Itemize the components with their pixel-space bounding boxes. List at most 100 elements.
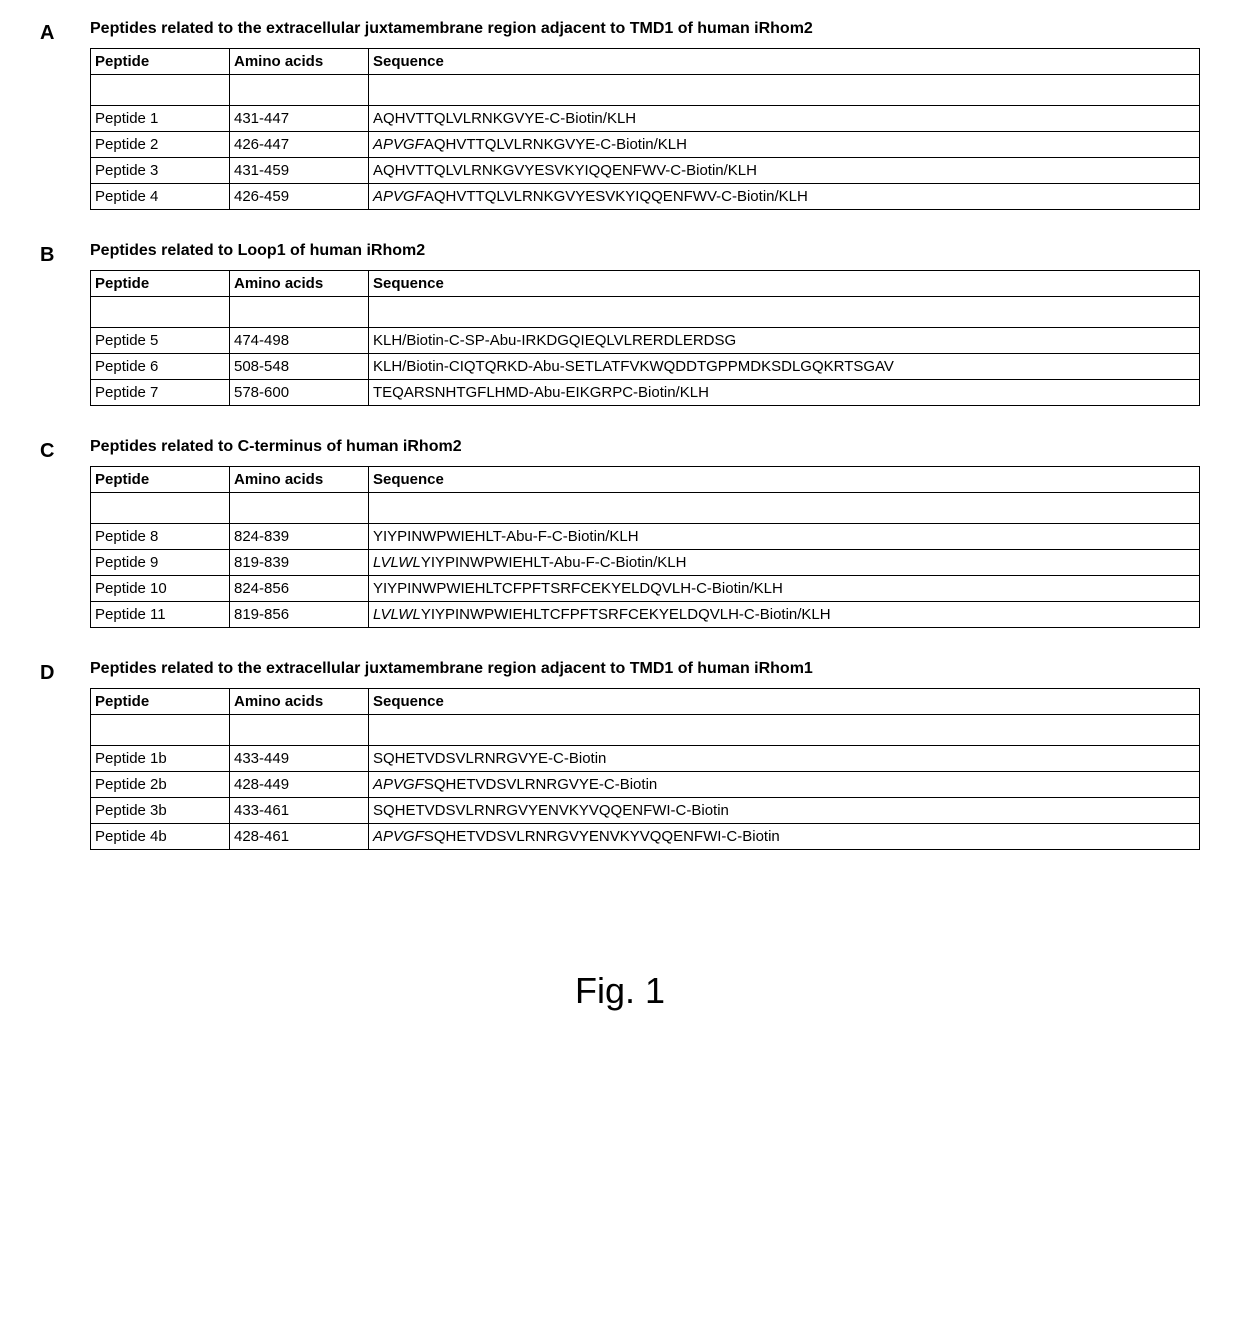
panel-label-A: A [40,20,90,45]
cell-peptide: Peptide 4 [91,184,230,210]
table-D: Peptide Amino acids Sequence Peptide 1b … [90,688,1200,850]
cell-peptide: Peptide 3b [91,798,230,824]
cell-sequence: KLH/Biotin-CIQTQRKD-Abu-SETLATFVKWQDDTGP… [369,354,1200,380]
cell-sequence: KLH/Biotin-C-SP-Abu-IRKDGQIEQLVLRERDLERD… [369,328,1200,354]
cell-amino: 824-856 [230,576,369,602]
cell-sequence: SQHETVDSVLRNRGVYENVKYVQQENFWI-C-Biotin [369,798,1200,824]
table-row: Peptide 8 824-839 YIYPINWPWIEHLT-Abu-F-C… [91,524,1200,550]
panel-body-B: Peptides related to Loop1 of human iRhom… [90,242,1200,406]
spacer-row [91,493,1200,524]
cell-peptide: Peptide 5 [91,328,230,354]
col-peptide-header: Peptide [91,271,230,297]
panel-A: A Peptides related to the extracellular … [40,20,1200,210]
cell-amino: 431-447 [230,106,369,132]
table-header-row: Peptide Amino acids Sequence [91,689,1200,715]
table-row: Peptide 2b 428-449 APVGFSQHETVDSVLRNRGVY… [91,772,1200,798]
cell-peptide: Peptide 7 [91,380,230,406]
cell-peptide: Peptide 6 [91,354,230,380]
cell-peptide: Peptide 1b [91,746,230,772]
col-sequence-header: Sequence [369,689,1200,715]
table-row: Peptide 6 508-548 KLH/Biotin-CIQTQRKD-Ab… [91,354,1200,380]
cell-peptide: Peptide 3 [91,158,230,184]
col-sequence-header: Sequence [369,49,1200,75]
cell-peptide: Peptide 10 [91,576,230,602]
spacer-row [91,75,1200,106]
table-row: Peptide 4b 428-461 APVGFSQHETVDSVLRNRGVY… [91,824,1200,850]
cell-peptide: Peptide 2b [91,772,230,798]
table-row: Peptide 4 426-459 APVGFAQHVTTQLVLRNKGVYE… [91,184,1200,210]
cell-sequence: AQHVTTQLVLRNKGVYESVKYIQQENFWV-C-Biotin/K… [369,158,1200,184]
col-sequence-header: Sequence [369,271,1200,297]
cell-peptide: Peptide 2 [91,132,230,158]
panel-title-A: Peptides related to the extracellular ju… [90,20,1200,38]
table-header-row: Peptide Amino acids Sequence [91,467,1200,493]
col-sequence-header: Sequence [369,467,1200,493]
cell-amino: 433-461 [230,798,369,824]
cell-amino: 433-449 [230,746,369,772]
cell-peptide: Peptide 8 [91,524,230,550]
table-row: Peptide 5 474-498 KLH/Biotin-C-SP-Abu-IR… [91,328,1200,354]
cell-amino: 824-839 [230,524,369,550]
col-amino-header: Amino acids [230,467,369,493]
spacer-row [91,297,1200,328]
cell-amino: 474-498 [230,328,369,354]
cell-amino: 428-461 [230,824,369,850]
cell-sequence: TEQARSNHTGFLHMD-Abu-EIKGRPC-Biotin/KLH [369,380,1200,406]
cell-peptide: Peptide 11 [91,602,230,628]
panel-title-D: Peptides related to the extracellular ju… [90,660,1200,678]
cell-peptide: Peptide 1 [91,106,230,132]
panel-D: D Peptides related to the extracellular … [40,660,1200,850]
panel-title-C: Peptides related to C-terminus of human … [90,438,1200,456]
col-amino-header: Amino acids [230,689,369,715]
cell-amino: 431-459 [230,158,369,184]
col-peptide-header: Peptide [91,49,230,75]
cell-sequence: LVLWLYIYPINWPWIEHLTCFPFTSRFCEKYELDQVLH-C… [369,602,1200,628]
panel-label-C: C [40,438,90,463]
table-row: Peptide 1 431-447 AQHVTTQLVLRNKGVYE-C-Bi… [91,106,1200,132]
cell-amino: 428-449 [230,772,369,798]
cell-sequence: APVGFAQHVTTQLVLRNKGVYE-C-Biotin/KLH [369,132,1200,158]
table-header-row: Peptide Amino acids Sequence [91,49,1200,75]
figure-caption: Fig. 1 [40,970,1200,1012]
panel-label-D: D [40,660,90,685]
panel-body-A: Peptides related to the extracellular ju… [90,20,1200,210]
table-header-row: Peptide Amino acids Sequence [91,271,1200,297]
cell-amino: 819-856 [230,602,369,628]
spacer-row [91,715,1200,746]
cell-amino: 819-839 [230,550,369,576]
cell-peptide: Peptide 9 [91,550,230,576]
cell-sequence: APVGFSQHETVDSVLRNRGVYE-C-Biotin [369,772,1200,798]
col-peptide-header: Peptide [91,689,230,715]
panel-B: B Peptides related to Loop1 of human iRh… [40,242,1200,406]
table-row: Peptide 1b 433-449 SQHETVDSVLRNRGVYE-C-B… [91,746,1200,772]
cell-amino: 426-447 [230,132,369,158]
col-peptide-header: Peptide [91,467,230,493]
cell-peptide: Peptide 4b [91,824,230,850]
cell-sequence: LVLWLYIYPINWPWIEHLT-Abu-F-C-Biotin/KLH [369,550,1200,576]
table-row: Peptide 3 431-459 AQHVTTQLVLRNKGVYESVKYI… [91,158,1200,184]
cell-amino: 578-600 [230,380,369,406]
panel-C: C Peptides related to C-terminus of huma… [40,438,1200,628]
panel-body-C: Peptides related to C-terminus of human … [90,438,1200,628]
panel-label-B: B [40,242,90,267]
col-amino-header: Amino acids [230,49,369,75]
table-row: Peptide 3b 433-461 SQHETVDSVLRNRGVYENVKY… [91,798,1200,824]
table-row: Peptide 11 819-856 LVLWLYIYPINWPWIEHLTCF… [91,602,1200,628]
cell-sequence: AQHVTTQLVLRNKGVYE-C-Biotin/KLH [369,106,1200,132]
table-C: Peptide Amino acids Sequence Peptide 8 8… [90,466,1200,628]
cell-amino: 426-459 [230,184,369,210]
panel-title-B: Peptides related to Loop1 of human iRhom… [90,242,1200,260]
table-row: Peptide 10 824-856 YIYPINWPWIEHLTCFPFTSR… [91,576,1200,602]
cell-sequence: YIYPINWPWIEHLTCFPFTSRFCEKYELDQVLH-C-Biot… [369,576,1200,602]
cell-sequence: APVGFAQHVTTQLVLRNKGVYESVKYIQQENFWV-C-Bio… [369,184,1200,210]
cell-sequence: YIYPINWPWIEHLT-Abu-F-C-Biotin/KLH [369,524,1200,550]
table-row: Peptide 7 578-600 TEQARSNHTGFLHMD-Abu-EI… [91,380,1200,406]
cell-amino: 508-548 [230,354,369,380]
cell-sequence: SQHETVDSVLRNRGVYE-C-Biotin [369,746,1200,772]
table-A: Peptide Amino acids Sequence Peptide 1 4… [90,48,1200,210]
panel-body-D: Peptides related to the extracellular ju… [90,660,1200,850]
cell-sequence: APVGFSQHETVDSVLRNRGVYENVKYVQQENFWI-C-Bio… [369,824,1200,850]
table-B: Peptide Amino acids Sequence Peptide 5 4… [90,270,1200,406]
col-amino-header: Amino acids [230,271,369,297]
table-row: Peptide 2 426-447 APVGFAQHVTTQLVLRNKGVYE… [91,132,1200,158]
